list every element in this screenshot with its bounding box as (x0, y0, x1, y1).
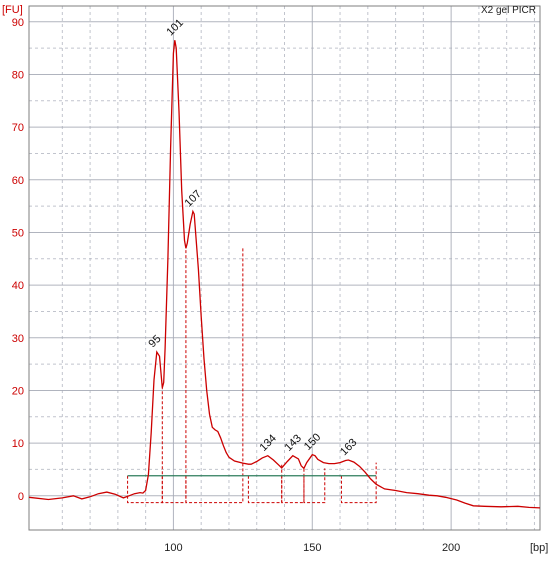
y-axis-label: [FU] (2, 4, 23, 16)
y-tick-label: 10 (12, 438, 24, 450)
plot-frame (28, 5, 541, 531)
integration-region (161, 248, 187, 504)
electropherogram-trace (28, 40, 541, 509)
x-axis-label: [bp] (530, 542, 548, 554)
y-tick-label: 60 (12, 175, 24, 187)
y-tick-label: 0 (18, 491, 24, 503)
y-tick-label: 80 (12, 69, 24, 81)
tick-labels: 0 10 20 30 40 50 60 70 80 90 100 150 200 (12, 17, 461, 554)
y-tick-label: 90 (12, 17, 24, 29)
x-tick-label: 150 (303, 542, 321, 554)
grid (29, 6, 540, 530)
integration-region (340, 462, 377, 504)
y-tick-label: 20 (12, 385, 24, 397)
y-tick-label: 30 (12, 333, 24, 345)
integration-region (281, 467, 305, 504)
x-tick-label: 200 (442, 542, 460, 554)
integration-region (185, 248, 244, 504)
x-tick-label: 100 (164, 542, 182, 554)
y-tick-label: 50 (12, 227, 24, 239)
chart-title: X2 gel PICR (481, 5, 536, 16)
integration-region (303, 468, 326, 504)
y-tick-label: 70 (12, 122, 24, 134)
integration-regions (127, 248, 377, 504)
y-tick-label: 40 (12, 280, 24, 292)
